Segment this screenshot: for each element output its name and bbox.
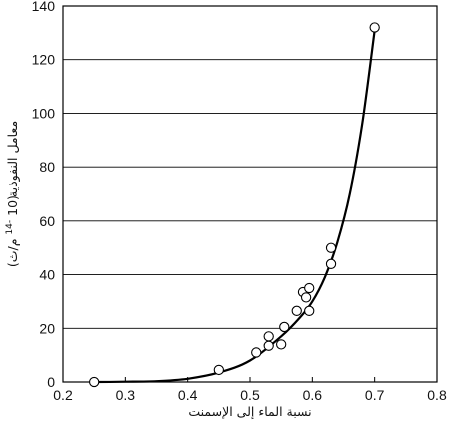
y-tick-label: 120 — [32, 52, 56, 68]
data-points — [89, 22, 380, 388]
x-tick-label: 0.7 — [365, 387, 385, 403]
data-point — [251, 347, 262, 358]
data-point — [276, 339, 287, 350]
y-axis-unit-prefix: (10 — [5, 195, 20, 216]
axis-ticks: 0 20 40 60 80 100 120 140 0.2 0.3 0.4 0.5 0.6 0.7 0.8 — [32, 0, 447, 403]
data-point — [304, 305, 315, 316]
data-point — [291, 305, 302, 316]
y-tick-label: 60 — [39, 213, 55, 229]
x-tick-label: 0.4 — [178, 387, 198, 403]
data-point — [263, 331, 274, 342]
data-point — [325, 258, 337, 269]
x-tick-label: 0.3 — [116, 387, 136, 403]
y-tick-label: 100 — [32, 105, 56, 121]
data-point — [279, 321, 290, 333]
y-tick-label: 20 — [39, 320, 55, 336]
data-point — [213, 364, 224, 376]
y-tick-label: 140 — [32, 0, 56, 14]
fit-curve — [94, 30, 376, 384]
y-tick-label: 0 — [47, 374, 55, 390]
data-point — [263, 340, 274, 351]
x-tick-label: 0.5 — [240, 387, 260, 403]
data-point — [89, 376, 100, 388]
y-tick-label: 80 — [39, 159, 55, 175]
x-tick-label: 0.6 — [303, 387, 323, 403]
data-point — [369, 22, 380, 33]
data-point — [325, 242, 337, 253]
y-tick-label: 40 — [39, 267, 55, 283]
y-axis-unit-exponent: -14 — [5, 220, 15, 235]
x-tick-label: 0.2 — [53, 387, 73, 403]
plot-frame — [62, 5, 438, 383]
x-axis-title: نسبة الماء إلى الإسمنت — [188, 404, 311, 419]
y-axis-title-main: معامل النفوذية — [5, 121, 21, 197]
data-point — [304, 282, 315, 294]
x-tick-label: 0.8 — [427, 387, 447, 403]
y-axis-unit-suffix: م/ث) — [5, 239, 20, 268]
y-axis-title: معامل النفوذية (10 -14 م/ث) — [0, 121, 21, 267]
data-point — [300, 292, 312, 303]
grid-lines — [63, 5, 437, 383]
